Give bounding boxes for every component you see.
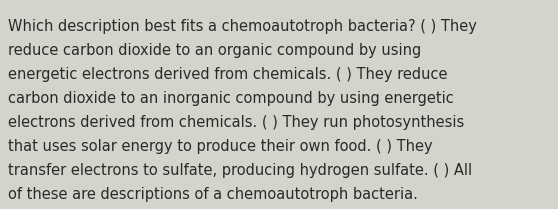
Text: reduce carbon dioxide to an organic compound by using: reduce carbon dioxide to an organic comp… <box>8 43 421 58</box>
Text: transfer electrons to sulfate, producing hydrogen sulfate. ( ) All: transfer electrons to sulfate, producing… <box>8 163 472 178</box>
Text: carbon dioxide to an inorganic compound by using energetic: carbon dioxide to an inorganic compound … <box>8 91 454 106</box>
Text: electrons derived from chemicals. ( ) They run photosynthesis: electrons derived from chemicals. ( ) Th… <box>8 115 464 130</box>
Text: that uses solar energy to produce their own food. ( ) They: that uses solar energy to produce their … <box>8 139 432 154</box>
Text: energetic electrons derived from chemicals. ( ) They reduce: energetic electrons derived from chemica… <box>8 67 448 82</box>
Text: Which description best fits a chemoautotroph bacteria? ( ) They: Which description best fits a chemoautot… <box>8 19 477 34</box>
Text: of these are descriptions of a chemoautotroph bacteria.: of these are descriptions of a chemoauto… <box>8 187 418 202</box>
